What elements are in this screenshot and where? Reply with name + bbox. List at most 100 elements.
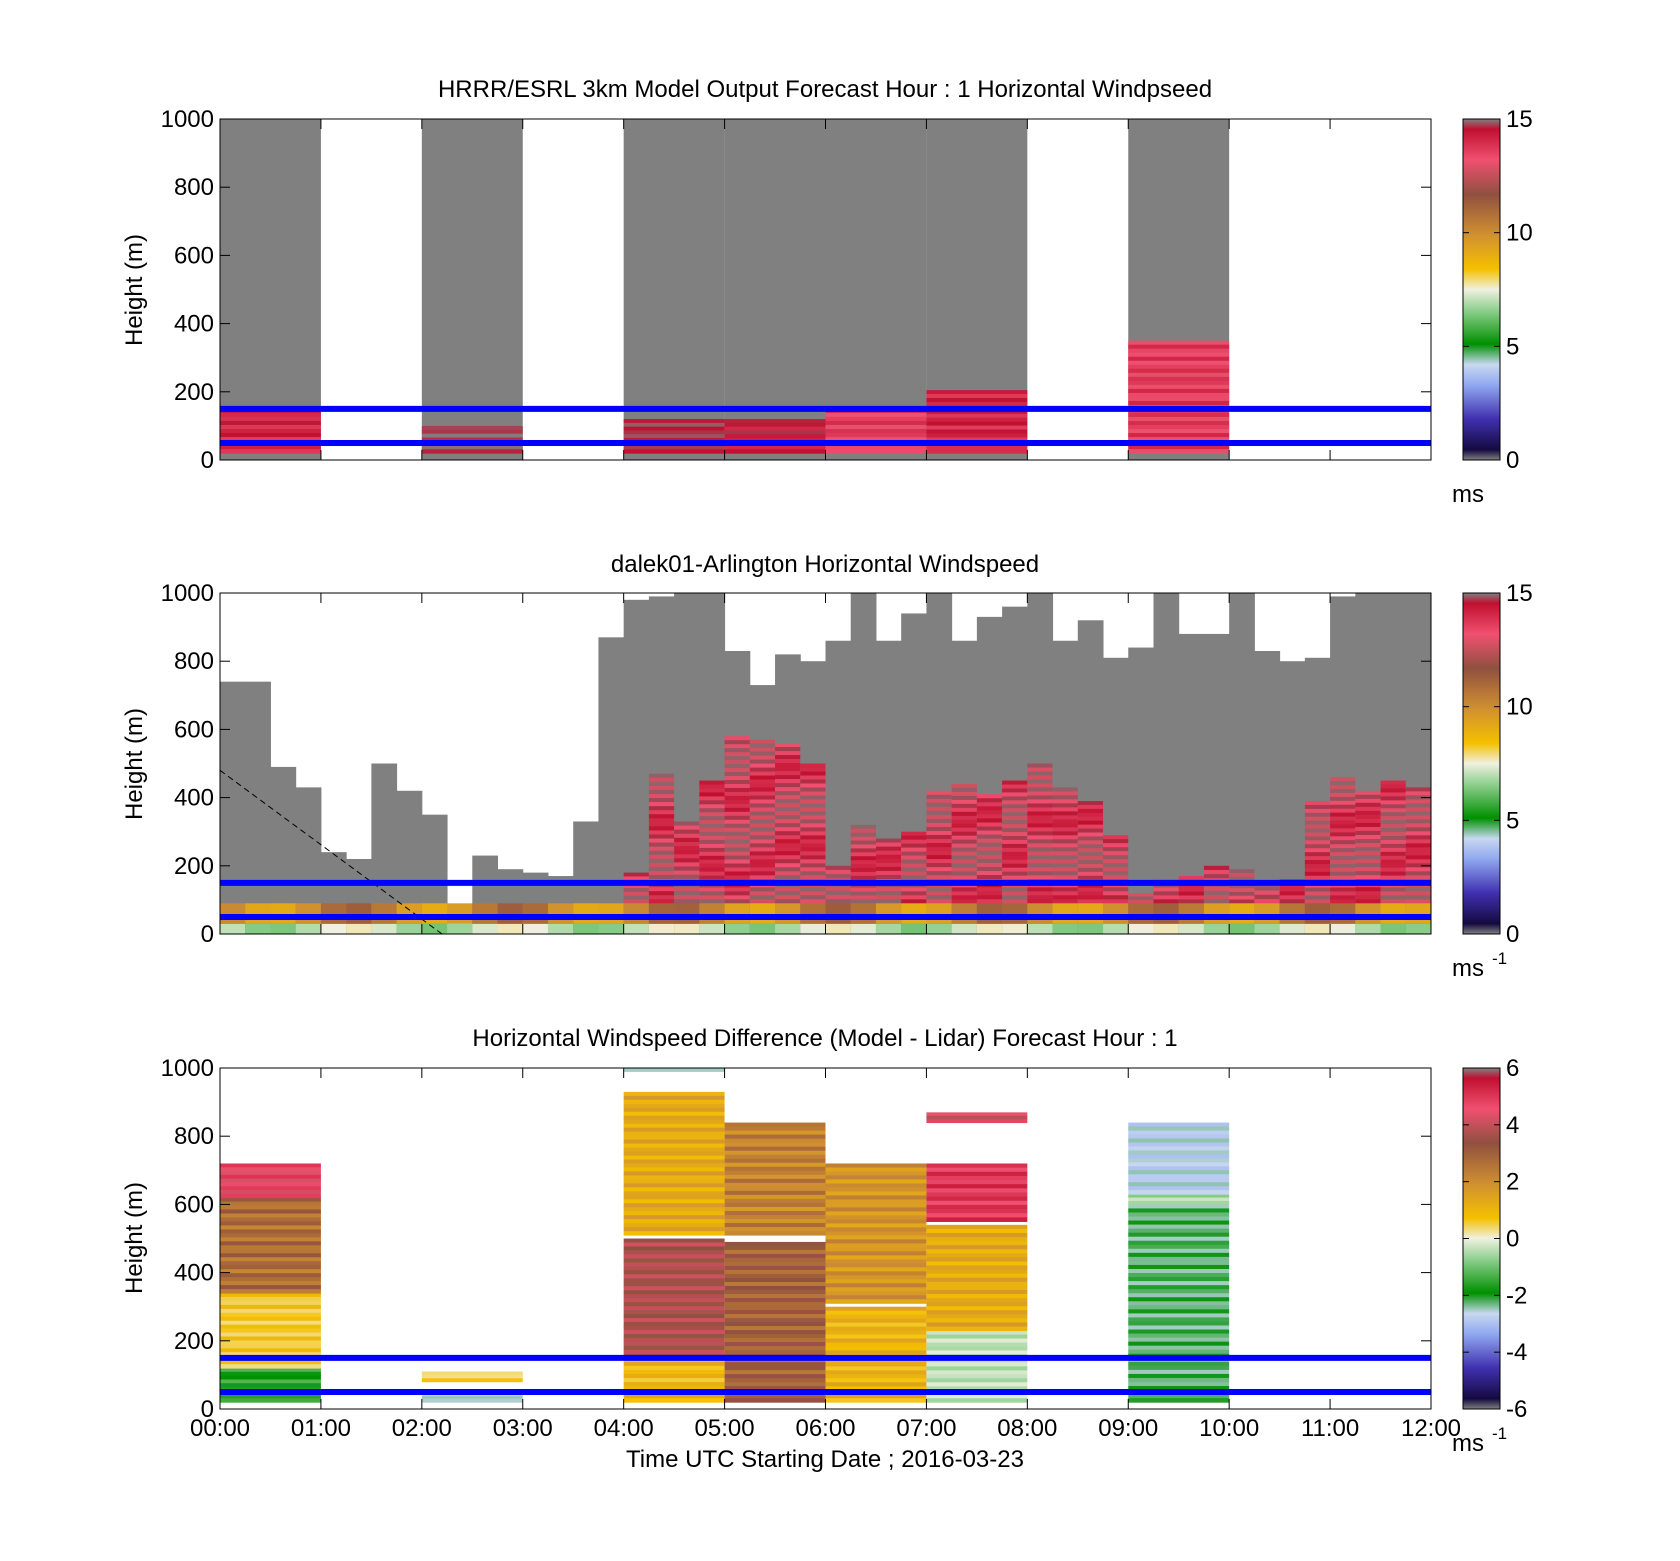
data-cell [623,1246,725,1251]
data-cell [1128,1194,1230,1199]
y-tick-label: 400 [174,1260,214,1287]
data-cell [220,1289,321,1294]
data-cell [623,430,725,435]
data-cell [724,1130,826,1136]
data-cell [1077,895,1104,900]
data-cell [926,1350,1028,1355]
data-cell [623,887,650,893]
data-cell [976,866,1003,872]
data-cell [1405,787,1431,792]
panel-lidar-ylabel: Height (m) [121,708,148,820]
data-cell [1405,903,1431,924]
x-tick-label: 04:00 [594,1415,654,1442]
y-tick-label: 1000 [161,106,214,133]
data-cell [699,828,726,833]
data-cell [1380,887,1407,892]
data-cell [220,903,246,924]
panel-model-ylabel: Height (m) [121,234,148,346]
data-cell [320,923,347,934]
data-cell [1355,895,1382,900]
data-cell [674,866,700,872]
data-cell [1153,899,1180,904]
data-cell [1178,876,1205,881]
data-cell [1128,421,1230,426]
data-cell [1279,895,1306,900]
data-cell [926,409,1028,415]
data-cell [926,1200,1028,1206]
data-cell [1077,856,1104,861]
data-cell [220,416,321,422]
data-cell [926,790,953,796]
data-cell [623,1147,725,1153]
data-cell [1052,815,1079,820]
data-cell [1128,1321,1230,1326]
data-cell [1052,819,1079,824]
data-cell [976,850,1003,856]
data-cell [800,891,826,896]
data-cell [724,899,751,904]
data-cell [951,787,978,793]
data-cell [926,1209,1028,1214]
data-cell [749,743,776,749]
data-cell [1027,847,1054,852]
data-cell [421,445,523,450]
panel-diff-colorbar: -6 -4 -2 0 2 4 6 ms -1 [1452,1055,1527,1457]
data-cell [825,1235,927,1240]
data-cell [775,847,801,852]
data-cell [825,1314,927,1320]
data-cell [1229,884,1255,889]
data-cell [270,923,297,934]
data-cell [648,822,675,827]
data-cell [1128,1154,1230,1159]
data-cell [775,783,801,788]
colorbar-tick-label: 5 [1506,333,1519,360]
data-cell [1178,923,1205,934]
data-cell [1279,899,1306,904]
data-cell [875,838,902,844]
data-cell [1128,899,1154,904]
colorbar-tick-label: 0 [1506,921,1519,948]
data-cell [825,1163,927,1168]
data-cell [1355,851,1382,856]
data-cell [951,899,978,904]
data-cell [724,756,751,761]
y-tick-label: 0 [201,447,214,474]
data-cell [1203,894,1230,900]
data-cell [1128,1373,1230,1379]
data-cell [1027,859,1054,864]
data-cell [1380,835,1407,841]
data-cell [1405,823,1431,828]
data-cell [623,434,725,439]
data-cell [1229,903,1255,924]
data-cell [749,903,776,924]
data-cell [623,1099,725,1105]
data-cell [1380,812,1407,817]
data-cell [724,748,751,753]
data-cell [1405,791,1431,796]
missing-data-cell [724,119,826,460]
data-cell [724,839,751,845]
data-cell [724,1382,826,1387]
data-cell [220,445,321,450]
y-tick-label: 200 [174,379,214,406]
data-cell [623,1111,725,1117]
data-cell [825,1374,927,1379]
data-cell [976,862,1003,868]
data-cell [951,843,978,849]
data-cell [724,1182,826,1188]
data-cell [926,429,1028,434]
data-cell [1380,843,1407,849]
data-cell [724,815,751,821]
data-cell [1052,827,1079,832]
data-cell [775,875,801,880]
data-cell [1027,763,1054,768]
data-cell [1052,923,1079,934]
data-cell [1128,388,1230,394]
data-cell [825,1167,927,1172]
data-cell [1027,903,1054,924]
data-cell [724,776,751,781]
data-cell [421,923,448,934]
data-cell [623,1266,725,1271]
data-cell [850,899,877,904]
data-cell [699,792,726,797]
